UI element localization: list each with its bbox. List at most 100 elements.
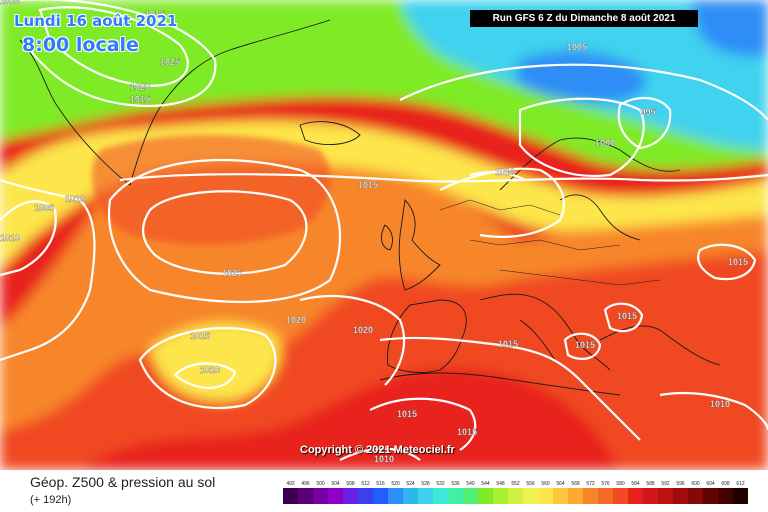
geopotential-highlights	[91, 135, 331, 245]
legend-tick-label: 512	[361, 481, 370, 487]
forecast-lead-time: (+ 192h)	[30, 494, 72, 506]
isobar-1015-iberia	[379, 336, 641, 441]
isobar-1020-atlantic	[108, 158, 342, 303]
isobar-label: 1025	[222, 268, 242, 278]
legend-tick-label: 544	[481, 481, 490, 487]
legend-swatch	[733, 488, 748, 504]
isobar-1000-scandinavia	[518, 97, 645, 177]
isobar-labels: 1025 1020 1015 1005 1000 995 1010 1005 1010 1010 1…	[0, 0, 748, 464]
legend-tick-label: 592	[661, 481, 670, 487]
legend-tick-label: 600	[691, 481, 700, 487]
isobar-label: 1020	[353, 325, 373, 335]
isobar-1010-east	[659, 391, 768, 431]
isobar-label: 1010	[710, 399, 730, 409]
isobar-1015-italy	[563, 332, 602, 360]
isobar-label: 1015	[397, 409, 417, 419]
copyright-notice: Copyright © 2021 Meteociel.fr	[300, 444, 455, 456]
isobar-label: 1015	[728, 257, 748, 267]
legend-tick-label: 604	[706, 481, 715, 487]
legend-tick-label: 596	[676, 481, 685, 487]
isobar-1005-scandinavia	[399, 63, 768, 121]
isobar-1015-east	[697, 243, 757, 281]
legend-tick-label: 524	[406, 481, 415, 487]
legend-tick-label: 588	[646, 481, 655, 487]
forecast-time: 8:00 locale	[22, 34, 139, 56]
legend-tick-label: 540	[466, 481, 475, 487]
legend-swatch	[463, 488, 478, 504]
isobar-label: 1010	[0, 233, 20, 243]
legend-swatch	[478, 488, 493, 504]
legend-swatch	[493, 488, 508, 504]
legend-swatch	[418, 488, 433, 504]
isobar-1015-balkans	[603, 302, 644, 333]
isobar-label: 1000	[595, 138, 615, 148]
legend-swatch	[673, 488, 688, 504]
legend-swatch	[508, 488, 523, 504]
legend-swatch	[613, 488, 628, 504]
legend-tick-label: 556	[526, 481, 535, 487]
isobar-label: 1020	[286, 315, 306, 325]
isobar-1020-biscay	[299, 294, 405, 386]
legend-tick-label: 576	[601, 481, 610, 487]
isobar-1020-greenland	[20, 0, 217, 107]
legend-swatch	[568, 488, 583, 504]
legend-swatch	[298, 488, 313, 504]
isobar-1010-med	[469, 171, 526, 181]
legend-swatch	[553, 488, 568, 504]
isobar-1010-azores	[173, 362, 237, 389]
legend-tick-label: 520	[391, 481, 400, 487]
isobar-1025-atlantic	[142, 190, 308, 275]
isobar-label: 1015	[617, 311, 637, 321]
isobar-label: 1015	[457, 427, 477, 437]
legend-swatch	[328, 488, 343, 504]
isobar-1015-main	[119, 173, 768, 183]
legend-swatch	[313, 488, 328, 504]
isobar-1025-greenland	[38, 6, 189, 87]
isobar-label: 1010	[0, 0, 20, 6]
map-title: Géop. Z500 & pression au sol	[30, 474, 216, 490]
legend-swatch	[388, 488, 403, 504]
isobar-1010-africa	[339, 447, 421, 461]
color-scale-legend: 492 496 500 504 508 512 516 520 524 528 532 536 540 5…	[283, 481, 748, 504]
isobar-label: 1005	[567, 42, 587, 52]
isobar-label: 1015	[358, 180, 378, 190]
isobar-1015-africa	[369, 397, 477, 451]
legend-tick-label: 564	[556, 481, 565, 487]
isobar-label: 1025	[160, 57, 180, 67]
legend-tick-label: 572	[586, 481, 595, 487]
legend-swatch	[373, 488, 388, 504]
legend-tick-label: 552	[511, 481, 520, 487]
legend-tick-label: 504	[331, 481, 340, 487]
legend-swatch	[628, 488, 643, 504]
coastlines	[19, 19, 721, 396]
legend-tick-label: 492	[286, 481, 295, 487]
legend-tick-label: 516	[376, 481, 385, 487]
legend-swatch	[538, 488, 553, 504]
legend-tick-label: 508	[346, 481, 355, 487]
map-canvas: 1025 1020 1015 1005 1000 995 1010 1005 1010 1010 1…	[0, 0, 768, 470]
model-run-label: Run GFS 6 Z du Dimanche 8 août 2021	[470, 10, 698, 27]
legend-tick-label: 532	[436, 481, 445, 487]
isobar-1015-azores	[138, 327, 277, 410]
legend-swatch	[448, 488, 463, 504]
legend-swatch	[403, 488, 418, 504]
legend-tick-label: 536	[451, 481, 460, 487]
isobar-label: 1015	[190, 331, 210, 341]
legend-tick-label: 500	[316, 481, 325, 487]
isobar-label: 1020	[130, 82, 150, 92]
legend-tick-label: 560	[541, 481, 550, 487]
legend-tick-label: 584	[631, 481, 640, 487]
legend-swatch	[718, 488, 733, 504]
zone-blue	[515, 51, 646, 103]
isobar-label: 1010	[65, 194, 85, 204]
legend-swatch	[643, 488, 658, 504]
legend-swatch	[283, 488, 298, 504]
isobar-1010-atlantic-west	[0, 178, 96, 362]
legend-swatch	[658, 488, 673, 504]
legend-swatch	[598, 488, 613, 504]
isobar-label: 1010	[495, 167, 515, 177]
isobar-label: 1015	[130, 94, 150, 104]
legend-swatch	[583, 488, 598, 504]
legend-swatch	[343, 488, 358, 504]
legend-swatch	[703, 488, 718, 504]
